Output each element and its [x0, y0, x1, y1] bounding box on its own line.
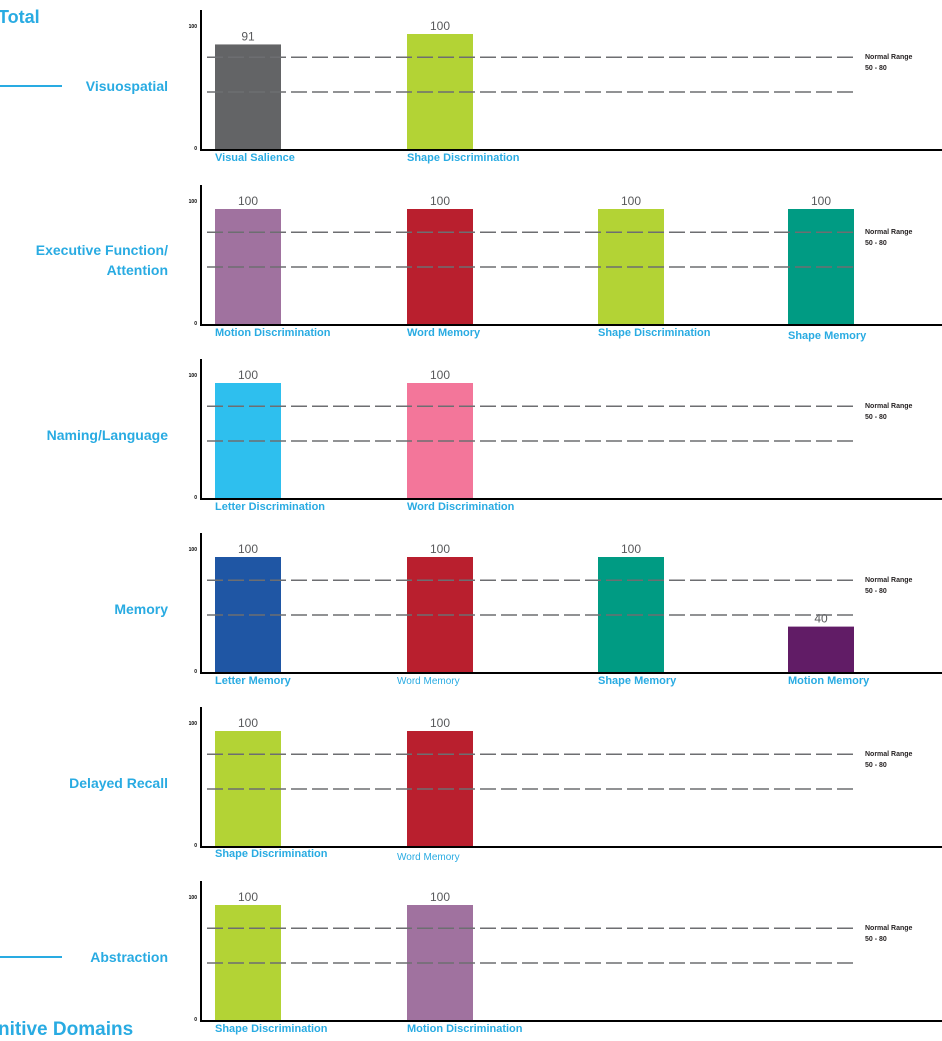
normal-range-label-visuospatial: Normal Range — [865, 54, 913, 61]
normal-range-label-abstraction: Normal Range — [865, 925, 913, 932]
domain-label-abstraction: Abstraction — [90, 949, 168, 965]
y-tick-100-delayed-recall: 100 — [189, 721, 198, 727]
value-label-memory-4: 40 — [814, 612, 828, 626]
y-tick-100-visuospatial: 100 — [189, 24, 198, 30]
bottom-heading: nitive Domains — [0, 1019, 134, 1040]
bar-memory-4 — [788, 626, 854, 673]
category-label-executive-function-attention-1: Motion Discrimination — [215, 327, 331, 339]
y-tick-100-naming-language: 100 — [189, 373, 198, 379]
value-label-visuospatial-2: 100 — [430, 19, 450, 33]
y-tick-0-visuospatial: 0 — [194, 146, 197, 152]
category-label-executive-function-attention-2: Word Memory — [407, 327, 481, 339]
category-label-abstraction-2: Motion Discrimination — [407, 1023, 523, 1035]
category-label-visuospatial-2: Shape Discrimination — [407, 152, 520, 164]
domain-label-executive-function-attention: Executive Function/Attention — [35, 242, 168, 278]
y-tick-0-memory: 0 — [194, 669, 197, 675]
normal-range-label-memory: Normal Range — [865, 577, 913, 584]
category-label-memory-2: Word Memory — [397, 676, 460, 687]
value-label-abstraction-2: 100 — [430, 890, 450, 904]
value-label-memory-3: 100 — [621, 542, 641, 556]
value-label-memory-1: 100 — [238, 542, 258, 556]
bar-visuospatial-1 — [215, 44, 281, 150]
y-tick-100-abstraction: 100 — [189, 895, 198, 901]
category-label-delayed-recall-1: Shape Discrimination — [215, 848, 328, 860]
normal-range-label-naming-language: Normal Range — [865, 403, 913, 410]
value-label-executive-function-attention-2: 100 — [430, 194, 450, 208]
chart-memory: 100 100 100 40 100 0 Normal Range 50 - 80 Letter… — [189, 533, 942, 687]
chart-abstraction: 100 100 100 0 Normal Range 50 - 80 Shape Discr… — [189, 881, 942, 1035]
y-tick-0-delayed-recall: 0 — [194, 843, 197, 849]
y-tick-100-executive-function-attention: 100 — [189, 199, 198, 205]
domain-label-delayed-recall: Delayed Recall — [69, 775, 168, 791]
normal-range-values-memory: 50 - 80 — [865, 588, 887, 595]
normal-range-values-naming-language: 50 - 80 — [865, 414, 887, 421]
category-label-naming-language-2: Word Discrimination — [407, 501, 515, 513]
chart-executive-function-attention: 100 100 100 100 100 0 Normal Range 50 - 80 Motio… — [189, 185, 942, 342]
category-label-visuospatial-1: Visual Salience — [215, 152, 295, 164]
value-label-executive-function-attention-4: 100 — [811, 194, 831, 208]
domain-label-visuospatial: Visuospatial — [85, 78, 168, 94]
category-label-naming-language-1: Letter Discrimination — [215, 501, 325, 513]
category-label-executive-function-attention-4: Shape Memory — [788, 330, 867, 342]
category-label-delayed-recall-2: Word Memory — [397, 852, 460, 863]
category-label-executive-function-attention-3: Shape Discrimination — [598, 327, 711, 339]
category-label-memory-3: Shape Memory — [598, 675, 677, 687]
y-tick-0-executive-function-attention: 0 — [194, 321, 197, 327]
leader-line-top — [0, 85, 62, 87]
value-label-delayed-recall-1: 100 — [238, 716, 258, 730]
normal-range-values-delayed-recall: 50 - 80 — [865, 762, 887, 769]
y-tick-0-naming-language: 0 — [194, 495, 197, 501]
value-label-executive-function-attention-1: 100 — [238, 194, 258, 208]
domain-label-naming-language: Naming/Language — [46, 427, 168, 443]
chart-visuospatial: 91 100 100 0 Normal Range 50 - 80 Visual Salie… — [189, 10, 942, 164]
category-label-memory-4: Motion Memory — [788, 675, 870, 687]
y-tick-100-memory: 100 — [189, 547, 198, 553]
value-label-naming-language-2: 100 — [430, 368, 450, 382]
normal-range-label-delayed-recall: Normal Range — [865, 751, 913, 758]
leader-line-bottom — [0, 956, 62, 958]
value-label-naming-language-1: 100 — [238, 368, 258, 382]
category-label-abstraction-1: Shape Discrimination — [215, 1023, 328, 1035]
top-heading: Total — [0, 7, 40, 27]
value-label-executive-function-attention-3: 100 — [621, 194, 641, 208]
value-label-abstraction-1: 100 — [238, 890, 258, 904]
chart-delayed-recall: 100 100 100 0 Normal Range 50 - 80 Shape Discr… — [189, 707, 942, 863]
value-label-memory-2: 100 — [430, 542, 450, 556]
value-label-delayed-recall-2: 100 — [430, 716, 450, 730]
normal-range-label-executive-function-attention: Normal Range — [865, 229, 913, 236]
normal-range-values-abstraction: 50 - 80 — [865, 936, 887, 943]
y-tick-0-abstraction: 0 — [194, 1017, 197, 1023]
value-label-visuospatial-1: 91 — [241, 29, 255, 43]
normal-range-values-visuospatial: 50 - 80 — [865, 65, 887, 72]
category-label-memory-1: Letter Memory — [215, 675, 292, 687]
domain-label-memory: Memory — [114, 601, 168, 617]
chart-naming-language: 100 100 100 0 Normal Range 50 - 80 Letter Disc… — [189, 359, 942, 513]
normal-range-values-executive-function-attention: 50 - 80 — [865, 240, 887, 247]
